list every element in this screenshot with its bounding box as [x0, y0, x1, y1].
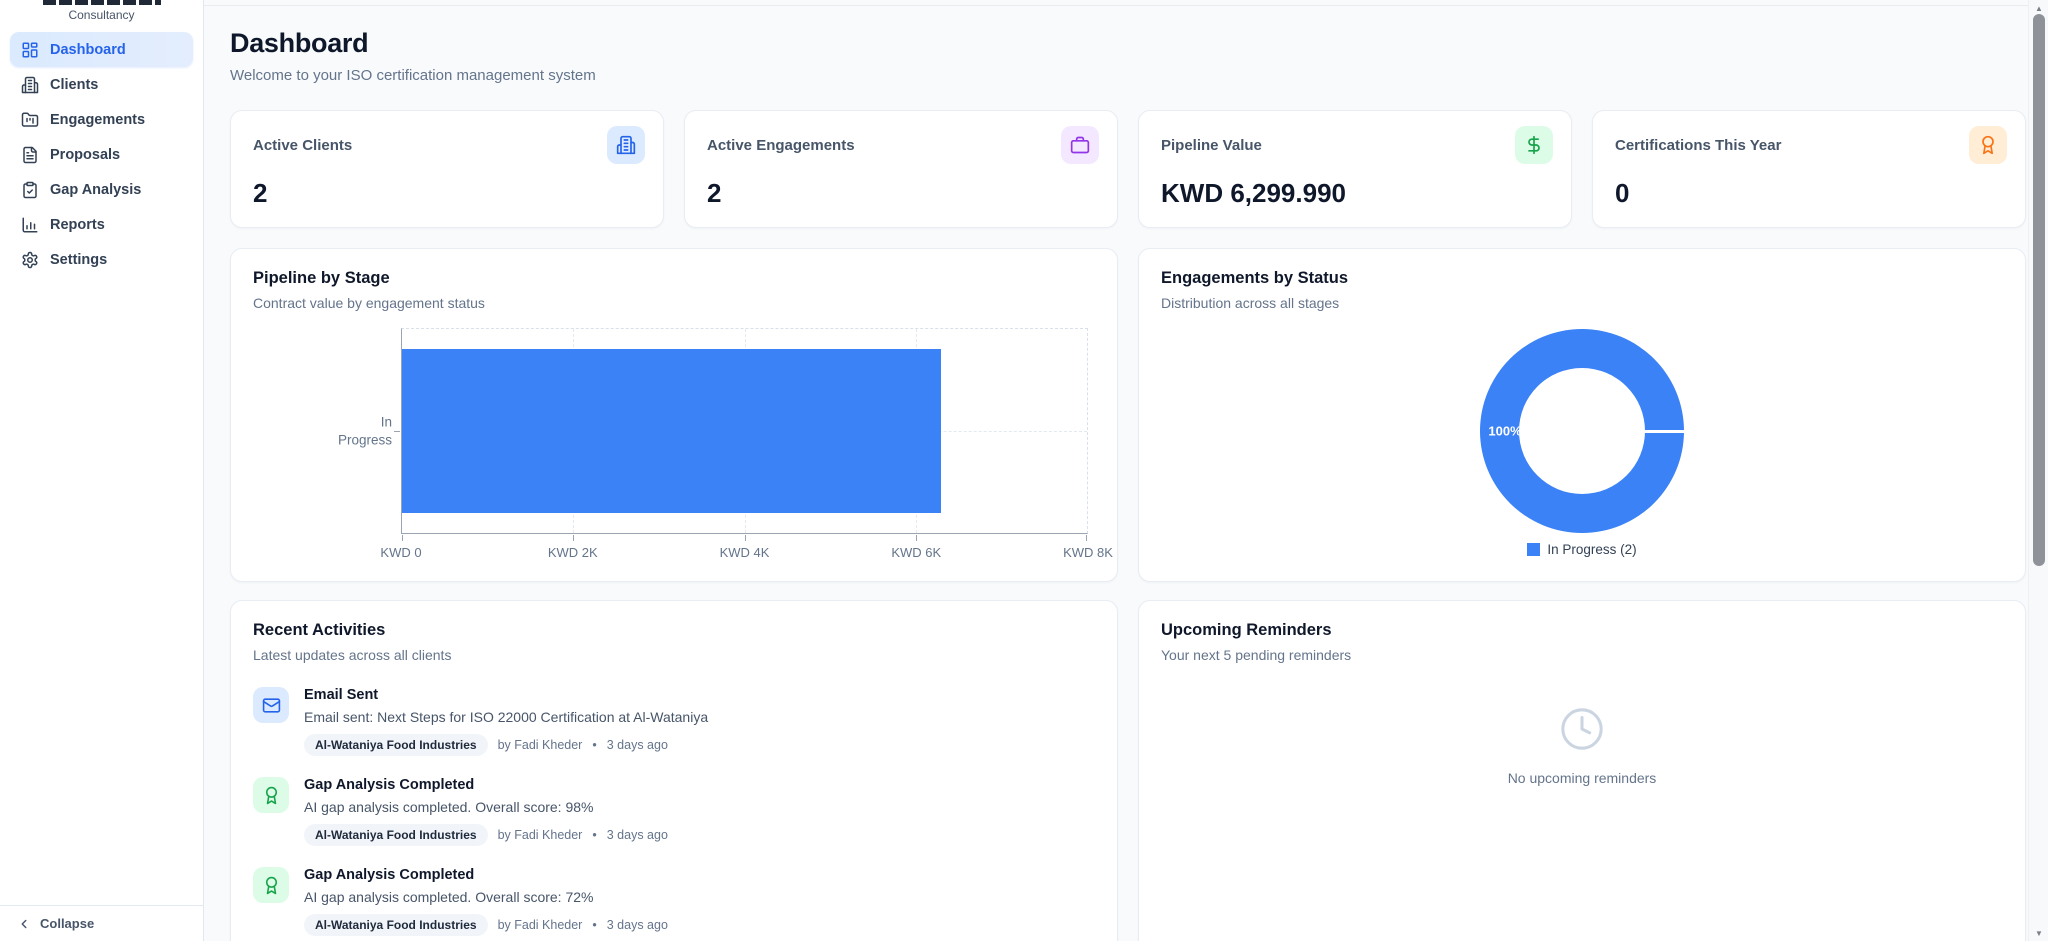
x-axis-tick-labels: KWD 0 KWD 2K KWD 4K KWD 6K KWD 8K [380, 545, 1113, 560]
sidebar-item-clients[interactable]: Clients [10, 67, 193, 102]
stat-card-certifications: Certifications This Year 0 [1592, 110, 2026, 228]
status-donut-chart: 100% [1480, 329, 1684, 533]
activity-item: Gap Analysis Completed AI gap analysis c… [253, 777, 1095, 846]
activity-list: Email Sent Email sent: Next Steps for IS… [253, 687, 1095, 941]
award-icon [253, 867, 289, 903]
sidebar-item-proposals[interactable]: Proposals [10, 137, 193, 172]
activity-item: Email Sent Email sent: Next Steps for IS… [253, 687, 1095, 756]
charts-row: Pipeline by Stage Contract value by enga… [230, 248, 2026, 582]
y-axis-category-label: In Progress [337, 414, 392, 447]
engagements-by-status-panel: Engagements by Status Distribution acros… [1138, 248, 2026, 582]
sidebar-item-label: Dashboard [50, 41, 126, 58]
brand: Consultancy [0, 0, 203, 22]
sidebar: Consultancy Dashboard Clients Engagement… [0, 0, 204, 941]
clock-icon [1561, 708, 1603, 750]
layout-dashboard-icon [22, 42, 38, 57]
clipboard-check-icon [23, 181, 37, 198]
sidebar-item-dashboard[interactable]: Dashboard [10, 32, 193, 67]
client-badge: Al-Wataniya Food Industries [304, 914, 488, 936]
donut-legend: In Progress (2) [1527, 542, 1637, 557]
bar-in-progress [402, 349, 942, 513]
sidebar-item-label: Engagements [50, 111, 146, 128]
stat-value: 2 [707, 178, 722, 208]
page-title: Dashboard [230, 28, 369, 58]
scrollbar-thumb[interactable] [2033, 14, 2045, 566]
sidebar-nav: Dashboard Clients Engagements Proposals … [0, 32, 203, 277]
recent-activities-panel: Recent Activities Latest updates across … [230, 600, 1118, 941]
donut-percentage-label: 100% [1488, 423, 1522, 439]
award-icon [1969, 126, 2007, 164]
sidebar-item-reports[interactable]: Reports [10, 207, 193, 242]
dollar-icon [1515, 126, 1553, 164]
stat-value: KWD 6,299.990 [1161, 178, 1346, 208]
stat-card-pipeline-value: Pipeline Value KWD 6,299.990 [1138, 110, 1572, 228]
sidebar-item-label: Proposals [50, 146, 121, 163]
chevron-left-icon [21, 919, 27, 928]
sidebar-item-gap-analysis[interactable]: Gap Analysis [10, 172, 193, 207]
sidebar-item-label: Settings [50, 251, 108, 268]
stat-card-active-engagements: Active Engagements 2 [684, 110, 1118, 228]
reminders-empty-state: No upcoming reminders [1139, 706, 2025, 786]
folder-kanban-icon [21, 112, 39, 127]
legend-label: In Progress (2) [1547, 542, 1637, 557]
stat-value: 0 [1615, 178, 1630, 208]
sidebar-item-label: Gap Analysis [50, 181, 142, 198]
sidebar-item-settings[interactable]: Settings [10, 242, 193, 277]
activity-item: Gap Analysis Completed AI gap analysis c… [253, 867, 1095, 936]
empty-text: No upcoming reminders [1507, 770, 1657, 786]
building-icon [607, 126, 645, 164]
briefcase-icon [1061, 126, 1099, 164]
collapse-button[interactable]: Collapse [0, 905, 203, 941]
brand-subtitle: Consultancy [68, 8, 135, 22]
vertical-scrollbar[interactable]: ▲ ▼ [2028, 0, 2048, 941]
bar-chart-plot: In Progress [338, 328, 1088, 541]
building-icon [21, 76, 39, 93]
client-badge: Al-Wataniya Food Industries [304, 734, 488, 756]
file-text-icon [23, 146, 37, 163]
legend-swatch [1527, 543, 1541, 556]
sidebar-item-label: Clients [50, 76, 99, 93]
bottom-row: Recent Activities Latest updates across … [230, 600, 2026, 941]
scrollbar-down-arrow[interactable]: ▼ [2035, 928, 2043, 938]
scrollbar-up-arrow[interactable]: ▲ [2035, 3, 2043, 13]
stats-row: Active Clients 2 Active Engagements 2 Pi… [230, 110, 2026, 228]
stat-value: 2 [253, 178, 268, 208]
stat-card-active-clients: Active Clients 2 [230, 110, 664, 228]
mail-icon [253, 687, 289, 723]
sidebar-item-label: Reports [50, 216, 105, 233]
status-donut-wrap: 100% In Progress (2) [1139, 329, 2025, 557]
award-icon [253, 777, 289, 813]
pipeline-by-stage-panel: Pipeline by Stage Contract value by enga… [230, 248, 1118, 582]
logo-clipped [0, 0, 203, 5]
gear-icon [22, 251, 38, 268]
upcoming-reminders-panel: Upcoming Reminders Your next 5 pending r… [1138, 600, 2026, 941]
sidebar-item-engagements[interactable]: Engagements [10, 102, 193, 137]
main-content: Dashboard Welcome to your ISO certificat… [204, 0, 2048, 941]
bar-chart-icon [22, 217, 38, 232]
page-subtitle: Welcome to your ISO certification manage… [230, 67, 596, 84]
client-badge: Al-Wataniya Food Industries [304, 824, 488, 846]
top-divider [204, 5, 2048, 6]
